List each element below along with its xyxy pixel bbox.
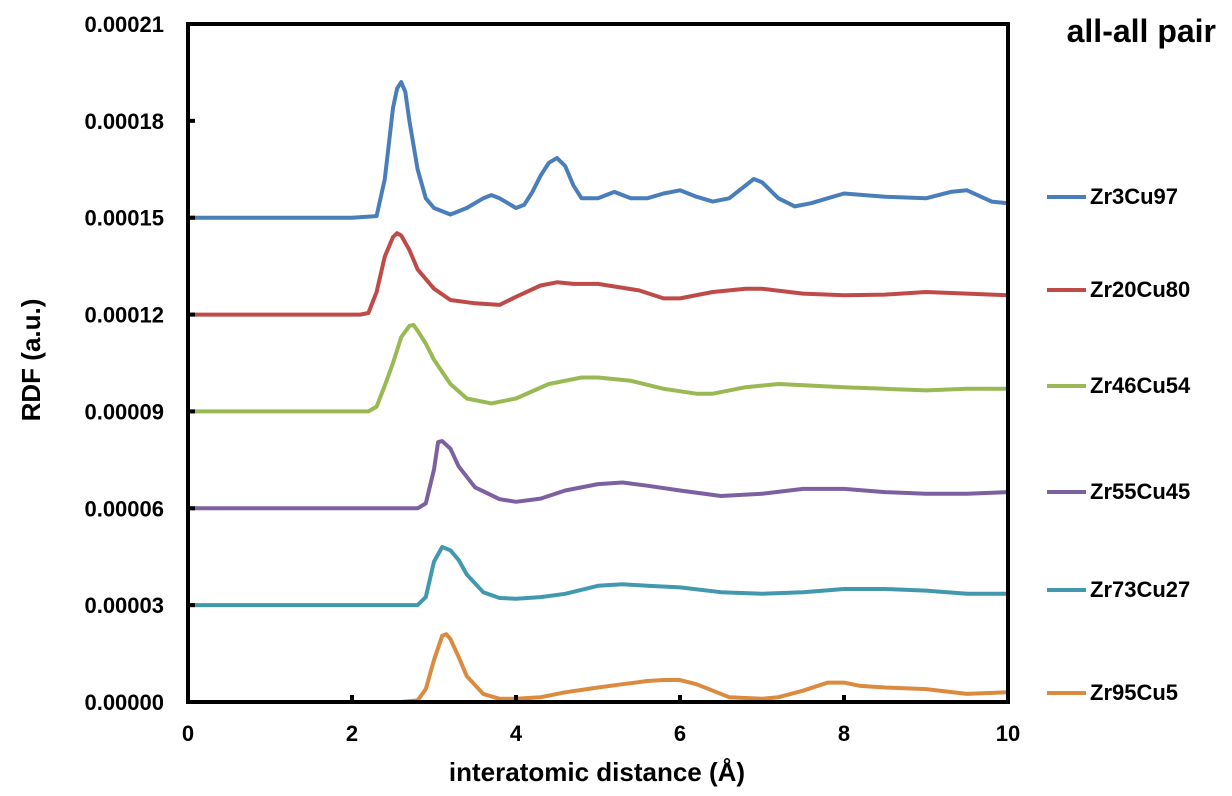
chart-title: all-all pair (1067, 13, 1216, 49)
series-line-5 (186, 632, 1010, 704)
y-axis: 0.00000 0.00003 0.00006 0.00009 0.00012 0.000… (84, 12, 195, 715)
y-axis-label: RDF (a.u.) (16, 299, 46, 422)
x-tick-label: 10 (996, 721, 1020, 746)
series-layer (186, 80, 1010, 704)
x-tick-label: 2 (346, 721, 358, 746)
legend-label: Zr73Cu27 (1090, 577, 1190, 602)
x-axis: 0 2 4 6 8 10 (182, 695, 1020, 746)
x-tick-label: 4 (510, 721, 523, 746)
series-line-1 (186, 231, 1010, 317)
y-tick-label: 0.00021 (84, 12, 164, 37)
y-tick-label: 0.00006 (84, 496, 164, 521)
x-tick-label: 8 (838, 721, 850, 746)
series-line-0 (186, 80, 1010, 220)
plot-area-frame (186, 22, 1010, 704)
y-tick-label: 0.00003 (84, 593, 164, 618)
legend-label: Zr55Cu45 (1090, 479, 1190, 504)
y-tick-label: 0.00015 (84, 206, 164, 231)
series-line-4 (186, 545, 1010, 608)
legend-label: Zr46Cu54 (1090, 373, 1191, 398)
y-tick-label: 0.00018 (84, 109, 164, 134)
y-tick-label: 0.00009 (84, 399, 164, 424)
series-line-3 (186, 439, 1010, 511)
series-line-2 (186, 322, 1010, 414)
y-tick-label: 0.00012 (84, 303, 164, 328)
y-tick-label: 0.00000 (84, 690, 164, 715)
legend-label: Zr3Cu97 (1090, 184, 1178, 209)
x-tick-label: 6 (674, 721, 686, 746)
legend-label: Zr20Cu80 (1090, 277, 1190, 302)
x-tick-label: 0 (182, 721, 194, 746)
legend: Zr3Cu97 Zr20Cu80 Zr46Cu54 Zr55Cu45 Zr73Cu27 Z… (1047, 184, 1191, 705)
legend-label: Zr95Cu5 (1090, 680, 1178, 705)
x-axis-label: interatomic distance (Å) (449, 757, 745, 787)
